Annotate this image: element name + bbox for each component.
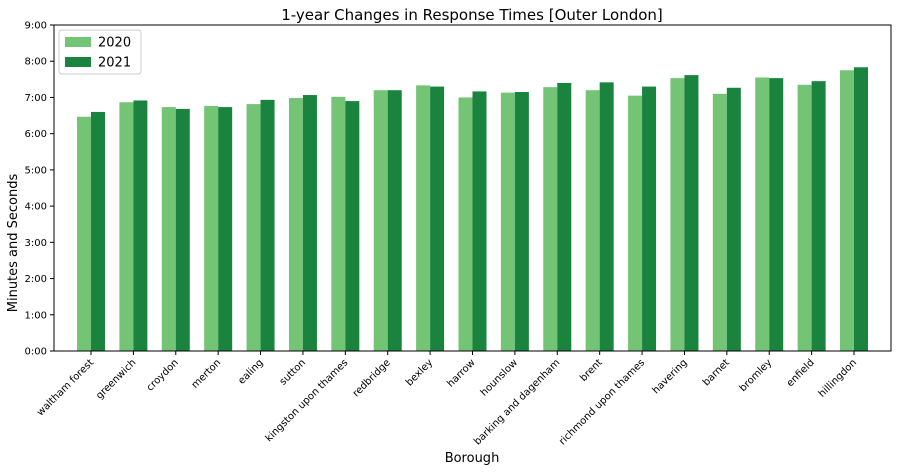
bar-2020-brent — [585, 90, 600, 351]
bar-2021-barnet — [726, 87, 741, 351]
bar-2021-bexley — [430, 86, 445, 352]
bar-2020-hounslow — [500, 92, 515, 352]
x-tick-label: waltham forest — [35, 357, 96, 418]
x-tick-label: ealing — [236, 357, 265, 386]
bar-2020-bromley — [755, 77, 770, 352]
bar-2021-brent — [599, 82, 614, 351]
bar-2021-hillingdon — [854, 67, 868, 351]
x-tick-label: havering — [651, 357, 690, 396]
x-tick-label: sutton — [278, 357, 308, 387]
bar-2020-kingston-upon-thames — [331, 96, 346, 351]
x-tick-label: barnet — [701, 357, 732, 388]
bar-2021-havering — [684, 75, 699, 351]
bar-2021-redbridge — [387, 90, 402, 351]
x-tick-label: harrow — [445, 357, 477, 389]
x-tick-label: barking and dagenham — [472, 357, 562, 447]
bar-2021-hounslow — [514, 92, 529, 351]
y-axis-label: Minutes and Seconds — [6, 174, 21, 313]
x-tick-label: hillingdon — [817, 357, 859, 399]
y-tick-label: 8:00 — [25, 57, 47, 68]
y-tick-label: 9:00 — [25, 21, 47, 32]
bar-2020-havering — [670, 78, 685, 352]
x-tick-label: brent — [578, 357, 605, 384]
bar-2020-redbridge — [373, 90, 388, 351]
bar-2021-enfield — [811, 81, 826, 352]
bar-2020-harrow — [458, 97, 473, 351]
bar-2020-barking-and-dagenham — [543, 87, 558, 351]
legend-swatch-2021 — [65, 57, 91, 67]
bar-2021-croydon — [175, 108, 190, 351]
bars-layer — [77, 67, 868, 352]
bar-2021-greenwich — [133, 100, 148, 352]
x-tick-label: kingston upon thames — [264, 357, 351, 444]
y-tick-label: 7:00 — [25, 93, 47, 104]
x-axis-label: Borough — [445, 451, 500, 466]
x-tick-label: greenwich — [94, 357, 138, 401]
bar-2021-kingston-upon-thames — [345, 101, 360, 351]
x-tick-label: richmond upon thames — [557, 357, 647, 447]
bar-2020-croydon — [161, 107, 176, 352]
bar-2020-ealing — [246, 104, 261, 352]
legend-swatch-2020 — [65, 37, 91, 47]
bar-2020-barnet — [712, 93, 727, 352]
bar-2021-waltham-forest — [91, 111, 105, 351]
bar-2021-harrow — [472, 91, 487, 351]
bar-2020-sutton — [288, 98, 303, 351]
bar-2021-richmond-upon-thames — [642, 86, 657, 352]
y-tick-label: 0:00 — [25, 347, 47, 358]
y-tick-label: 5:00 — [25, 165, 47, 176]
bar-2020-greenwich — [119, 102, 134, 351]
x-tick-label: hounslow — [479, 357, 520, 398]
x-tick-label: merton — [190, 357, 224, 391]
bar-2020-hillingdon — [840, 70, 854, 352]
y-tick-label: 3:00 — [25, 238, 47, 249]
bar-2021-merton — [218, 107, 233, 352]
legend-label-2021: 2021 — [98, 56, 131, 71]
bar-2020-enfield — [797, 84, 812, 352]
legend: 2020 2021 — [58, 29, 142, 75]
y-tick-label: 6:00 — [25, 129, 47, 140]
bar-2021-sutton — [302, 95, 317, 351]
x-tick-label: enfield — [785, 357, 817, 389]
bar-2021-barking-and-dagenham — [557, 82, 572, 351]
legend-label-2020: 2020 — [98, 36, 131, 51]
bar-2020-waltham-forest — [77, 116, 91, 351]
y-tick-label: 1:00 — [25, 310, 47, 321]
x-tick-label: bromley — [738, 357, 775, 394]
y-tick-label: 4:00 — [25, 202, 47, 213]
bar-2020-merton — [204, 105, 219, 351]
bar-2021-bromley — [769, 78, 784, 352]
bar-2021-ealing — [260, 99, 275, 352]
x-tick-label: redbridge — [351, 357, 393, 399]
x-tick-label: bexley — [404, 357, 435, 388]
x-tick-label: croydon — [145, 357, 181, 393]
bar-2020-richmond-upon-thames — [628, 95, 643, 351]
y-tick-label: 2:00 — [25, 274, 47, 285]
bar-2020-bexley — [416, 85, 431, 352]
chart-title: 1-year Changes in Response Times [Outer … — [281, 6, 663, 24]
